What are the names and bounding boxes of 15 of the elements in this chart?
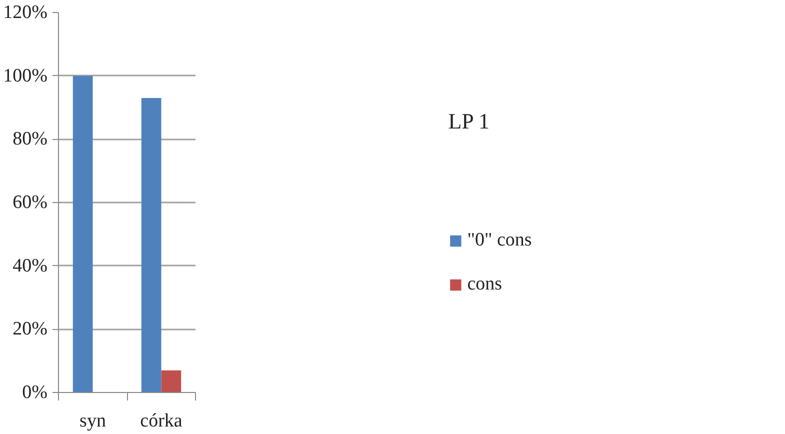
legend-label: "0" cons (467, 230, 532, 252)
y-tick-label: 0% (22, 382, 48, 403)
x-tick-label: córka (140, 410, 183, 432)
bar (161, 370, 182, 392)
y-tick-label: 80% (12, 128, 48, 150)
legend-label: cons (467, 274, 502, 296)
x-tick-label: syn (80, 410, 106, 432)
y-tick-label: 60% (12, 192, 48, 213)
y-tick-label: 20% (12, 318, 48, 340)
y-tick-label: 120% (3, 2, 48, 23)
bar (141, 98, 162, 392)
y-tick-label: 100% (3, 65, 48, 86)
legend-title: LP 1 (448, 108, 491, 134)
y-tick-label: 40% (12, 255, 48, 276)
bar (72, 76, 93, 392)
